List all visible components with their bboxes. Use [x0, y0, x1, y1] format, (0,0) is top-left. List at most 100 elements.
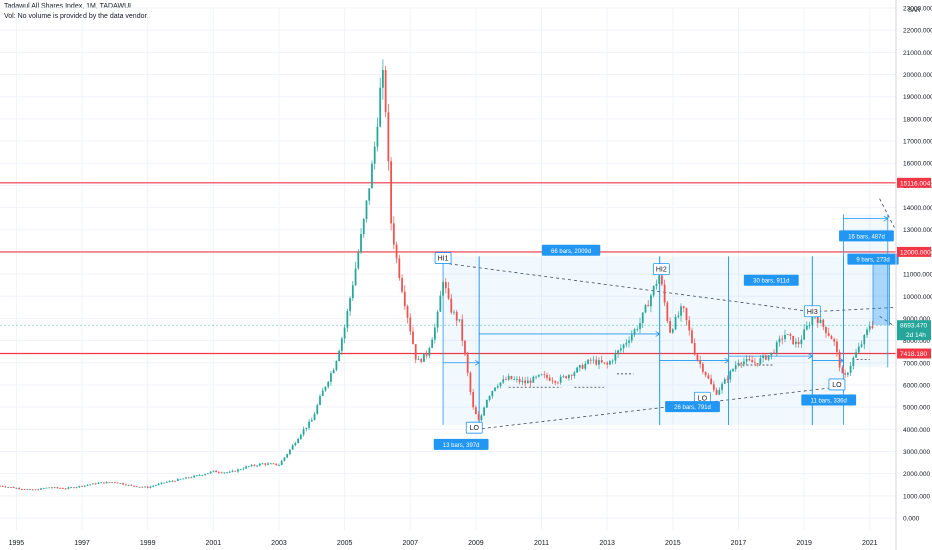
candle-body	[723, 379, 726, 384]
pivot-label-text: LO	[698, 395, 708, 402]
candle-body	[628, 340, 630, 343]
candle-body	[795, 341, 797, 345]
candle-body	[770, 352, 773, 356]
candle-body	[313, 413, 316, 421]
candle-body	[685, 307, 688, 321]
candle-body	[406, 306, 409, 318]
candle-body	[477, 414, 480, 421]
x-tick-label: 2007	[402, 540, 418, 547]
pivot-label: LO	[828, 378, 846, 391]
candle-body	[611, 360, 614, 362]
candle-body	[59, 487, 62, 489]
candle-body	[871, 326, 874, 328]
candle-body	[677, 315, 680, 317]
candle-body	[485, 399, 488, 408]
candle-body	[105, 482, 108, 484]
candle-body	[401, 278, 403, 292]
pivot-label-box	[465, 421, 483, 434]
candle-body	[619, 348, 622, 351]
candle-body	[308, 421, 310, 428]
candle-body	[671, 329, 674, 333]
candle-body	[469, 372, 472, 393]
range-label-box	[433, 438, 489, 450]
candle-body	[387, 112, 390, 162]
candle-body	[669, 321, 671, 333]
candle-body	[781, 338, 784, 340]
candle-body	[518, 378, 521, 383]
candle-body	[546, 374, 548, 378]
candle-body	[513, 379, 516, 380]
candle-body	[324, 386, 327, 391]
candle-body	[431, 339, 434, 348]
candle-body	[83, 485, 86, 487]
pivot-label: HI3	[803, 305, 821, 318]
candle-body	[844, 373, 847, 375]
candle-body	[702, 363, 704, 372]
candle-body	[830, 335, 833, 340]
candle-body	[502, 379, 505, 383]
y-tick-label: 14000.000	[903, 205, 932, 212]
candle-body	[242, 468, 245, 470]
candle-body	[570, 375, 573, 377]
candle-body	[92, 483, 94, 485]
candle-body	[390, 161, 392, 224]
y-tick-label: 16000.000	[903, 161, 932, 168]
candle-body	[157, 483, 160, 486]
candle-body	[521, 380, 524, 383]
candle-body	[559, 376, 562, 383]
x-tick-label: 2017	[731, 540, 747, 547]
candle-body	[291, 445, 294, 450]
candle-body	[198, 475, 201, 477]
candle-body	[237, 469, 239, 472]
y-tick-label: 5000.000	[903, 405, 930, 412]
candle-body	[193, 475, 196, 478]
y-tick-label: 6000.000	[903, 382, 930, 389]
candle-body	[800, 339, 803, 345]
x-tick-label: 2005	[337, 540, 353, 547]
candle-body	[666, 302, 669, 322]
candle-body	[234, 470, 237, 472]
candle-body	[475, 407, 477, 415]
candle-body	[650, 295, 652, 307]
candle-body	[48, 487, 51, 489]
candle-body	[62, 488, 64, 489]
candle-body	[444, 282, 447, 289]
candle-body	[56, 487, 59, 489]
candle-body	[764, 355, 767, 360]
candle-body	[97, 482, 100, 484]
candle-body	[737, 362, 740, 366]
candle-body	[537, 374, 540, 377]
candle-body	[682, 306, 685, 308]
candle-body	[294, 443, 297, 446]
candle-body	[581, 365, 584, 369]
candle-body	[360, 233, 362, 253]
y-tick-label: 2000.000	[903, 471, 930, 478]
candle-body	[797, 341, 800, 345]
candle-body	[466, 354, 469, 373]
candle-body	[578, 365, 581, 368]
candle-body	[119, 483, 122, 484]
candle-body	[70, 487, 72, 489]
candle-body	[26, 489, 29, 491]
candle-body	[540, 374, 543, 376]
range-label: 13 bars, 397d	[433, 438, 489, 450]
candle-body	[748, 358, 751, 361]
candle-body	[182, 478, 185, 480]
pivot-label: LO	[693, 391, 711, 404]
candle-body	[617, 350, 620, 354]
candle-body	[423, 353, 425, 362]
y-tick-label: 20000.000	[903, 72, 932, 79]
range-label: 11 bars, 336d	[801, 394, 857, 406]
candle-body	[436, 311, 439, 328]
candle-body	[805, 325, 808, 330]
candle-body	[256, 465, 258, 467]
candle-body	[113, 482, 116, 484]
candle-body	[633, 329, 636, 335]
candle-body	[849, 365, 852, 373]
candle-body	[343, 327, 346, 339]
current-price-value: 8693.470	[900, 323, 927, 330]
range-label-box	[665, 401, 720, 413]
candle-body	[176, 478, 179, 481]
candle-body	[756, 363, 759, 364]
